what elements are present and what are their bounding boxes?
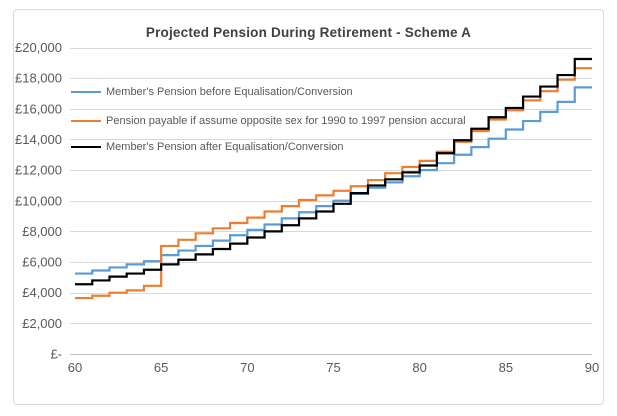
y-tick-label: £10,000 xyxy=(15,193,62,208)
y-tick-label: £12,000 xyxy=(15,163,62,178)
legend-line-swatch-black xyxy=(71,145,101,149)
y-tick-label: £20,000 xyxy=(15,40,62,55)
y-tick-label: £18,000 xyxy=(15,71,62,86)
x-tick-label: 65 xyxy=(154,360,168,375)
x-tick-label: 75 xyxy=(326,360,340,375)
y-tick-label: £8,000 xyxy=(22,224,62,239)
series-line-2 xyxy=(75,57,592,286)
chart-frame xyxy=(13,9,604,405)
y-tick-label: £4,000 xyxy=(22,285,62,300)
y-tick-label: £16,000 xyxy=(15,101,62,116)
series-line-1 xyxy=(75,67,592,300)
x-tick-label: 70 xyxy=(240,360,254,375)
legend-label: Pension payable if assume opposite sex f… xyxy=(106,115,466,127)
legend-item-before-equalisation: Member's Pension before Equalisation/Con… xyxy=(71,85,353,99)
legend-line-swatch-orange xyxy=(71,119,101,123)
x-tick-label: 85 xyxy=(499,360,513,375)
legend-label: Member's Pension after Equalisation/Conv… xyxy=(106,141,344,153)
legend-item-after-equalisation: Member's Pension after Equalisation/Conv… xyxy=(71,140,344,154)
legend-line-swatch-blue xyxy=(71,90,101,94)
y-tick-label: £2,000 xyxy=(22,316,62,331)
y-tick-label: £14,000 xyxy=(15,132,62,147)
x-tick-label: 60 xyxy=(68,360,82,375)
y-tick-label: £6,000 xyxy=(22,255,62,270)
legend-item-opposite-sex: Pension payable if assume opposite sex f… xyxy=(71,114,466,128)
y-tick-label: £- xyxy=(50,347,62,362)
x-tick-label: 90 xyxy=(585,360,599,375)
chart-title: Projected Pension During Retirement - Sc… xyxy=(145,25,472,40)
x-tick-label: 80 xyxy=(412,360,426,375)
legend-label: Member's Pension before Equalisation/Con… xyxy=(106,86,353,98)
